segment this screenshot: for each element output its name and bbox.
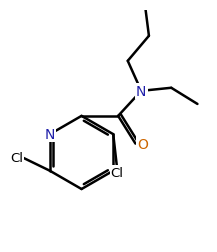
Text: N: N — [45, 128, 55, 142]
Text: O: O — [137, 137, 148, 151]
Text: Cl: Cl — [10, 151, 23, 164]
Text: N: N — [136, 84, 146, 99]
Text: Cl: Cl — [111, 167, 123, 179]
